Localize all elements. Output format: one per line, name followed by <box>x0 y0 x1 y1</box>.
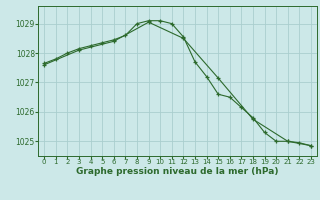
X-axis label: Graphe pression niveau de la mer (hPa): Graphe pression niveau de la mer (hPa) <box>76 167 279 176</box>
